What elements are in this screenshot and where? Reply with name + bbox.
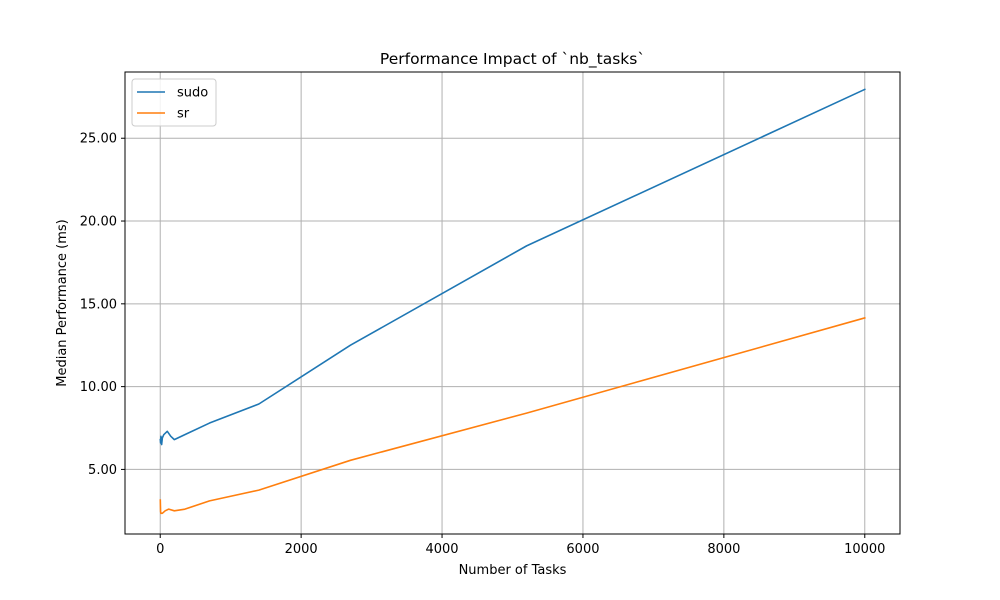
x-tick-label: 10000 — [844, 542, 885, 557]
plot-frame — [124, 71, 901, 535]
legend-label-sudo: sudo — [177, 86, 208, 101]
y-axis-label: Median Performance (ms) — [55, 219, 70, 387]
x-tick-label: 4000 — [425, 542, 458, 557]
ticks-layer: 0 2000 4000 6000 8000 10000 5.00 10.00 15.00 20.0… — [80, 132, 886, 557]
chart-title: Performance Impact of `nb_tasks` — [380, 50, 645, 69]
series-line-sudo — [159, 88, 866, 446]
y-tick-label: 25.00 — [80, 132, 117, 147]
y-tick-label: 15.00 — [80, 297, 117, 312]
x-tick-label: 6000 — [566, 542, 599, 557]
series-layer — [159, 88, 866, 515]
series-line-sr — [159, 316, 866, 515]
x-tick-label: 2000 — [285, 542, 318, 557]
legend-label-sr: sr — [177, 107, 190, 122]
y-tick-label: 10.00 — [80, 380, 117, 395]
legend: sudo sr — [131, 78, 217, 127]
x-tick-label: 8000 — [707, 542, 740, 557]
x-axis-label: Number of Tasks — [459, 563, 567, 578]
y-tick-label: 5.00 — [88, 463, 117, 478]
legend-box — [131, 78, 217, 127]
y-tick-label: 20.00 — [80, 215, 117, 230]
grid-layer — [125, 72, 900, 534]
x-tick-label: 0 — [156, 542, 164, 557]
